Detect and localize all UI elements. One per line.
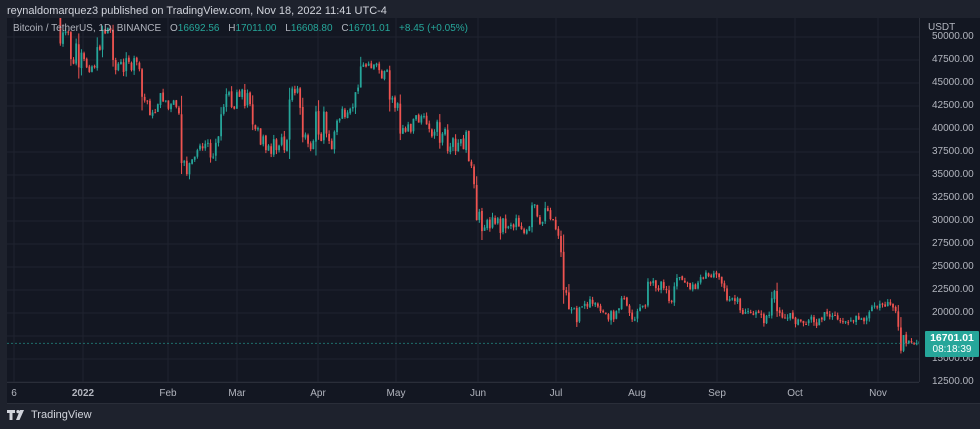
price-axis-label: 32500.00	[932, 192, 974, 203]
last-price-badge: 16701.01 08:18:39	[925, 331, 979, 358]
price-axis-label: 30000.00	[932, 215, 974, 226]
price-axis-label: 25000.00	[932, 261, 974, 272]
price-axis-label: 42500.00	[932, 100, 974, 111]
chart-plot-area[interactable]: Bitcoin / TetherUS, 1D, BINANCE O16692.5…	[7, 18, 920, 382]
price-axis-label: 50000.00	[932, 31, 974, 42]
legend-high-label: H	[228, 23, 236, 34]
chart-legend: Bitcoin / TetherUS, 1D, BINANCE O16692.5…	[13, 23, 468, 34]
time-axis-label: Jul	[549, 388, 563, 399]
candlestick-chart	[7, 18, 919, 382]
publisher-line: reynaldomarquez3 published on TradingVie…	[7, 5, 387, 17]
price-axis-label: 12500.00	[932, 376, 974, 387]
legend-open-label: O	[169, 23, 178, 34]
time-axis[interactable]: 6 2022 Feb Mar Apr May Jun Jul Aug Sep Oct Nov	[7, 382, 919, 404]
tradingview-branding[interactable]: TradingView	[7, 409, 92, 421]
price-axis-label: 22500.00	[932, 284, 974, 295]
time-axis-label: Sep	[708, 388, 726, 399]
legend-close-label: C	[341, 23, 349, 34]
tradingview-logo-icon	[7, 410, 24, 420]
time-axis-label: May	[386, 388, 406, 399]
time-axis-label: Oct	[787, 388, 803, 399]
price-axis-unit: USDT	[928, 22, 956, 33]
time-axis-label: Aug	[628, 388, 646, 399]
time-axis-label: Apr	[310, 388, 326, 399]
legend-low-value: 16608.80	[290, 23, 333, 34]
price-axis-label: 15000.00	[932, 353, 974, 364]
chart-frame: Bitcoin / TetherUS, 1D, BINANCE O16692.5…	[7, 18, 980, 404]
price-axis-label: 35000.00	[932, 169, 974, 180]
price-axis-label: 27500.00	[932, 238, 974, 249]
price-axis-label: 20000.00	[932, 307, 974, 318]
price-axis-label: 45000.00	[932, 77, 974, 88]
time-axis-label: Jun	[469, 388, 487, 399]
time-axis-label: Mar	[228, 388, 246, 399]
time-axis-label: Nov	[869, 388, 887, 399]
legend-open-value: 16692.56	[177, 23, 220, 34]
price-axis-label: 47500.00	[932, 54, 974, 65]
price-axis-label: 40000.00	[932, 123, 974, 134]
legend-change: +8.45 (+0.05%)	[399, 23, 468, 34]
price-axis-label: 37500.00	[932, 146, 974, 157]
legend-low-label: L	[285, 23, 291, 34]
price-axis[interactable]: USDT 50000.00 47500.00 45000.00 42500.00 400…	[919, 18, 980, 403]
time-axis-label: Feb	[159, 388, 177, 399]
last-price-value: 16701.01	[930, 332, 974, 345]
time-axis-label: 6	[11, 388, 17, 399]
legend-close-value: 16701.01	[348, 23, 391, 34]
time-axis-label: 2022	[71, 388, 95, 399]
tradingview-wordmark: TradingView	[31, 409, 92, 421]
legend-high-value: 17011.00	[235, 23, 277, 34]
legend-symbol: Bitcoin / TetherUS, 1D, BINANCE	[13, 23, 162, 34]
bar-countdown: 08:18:39	[932, 344, 972, 356]
